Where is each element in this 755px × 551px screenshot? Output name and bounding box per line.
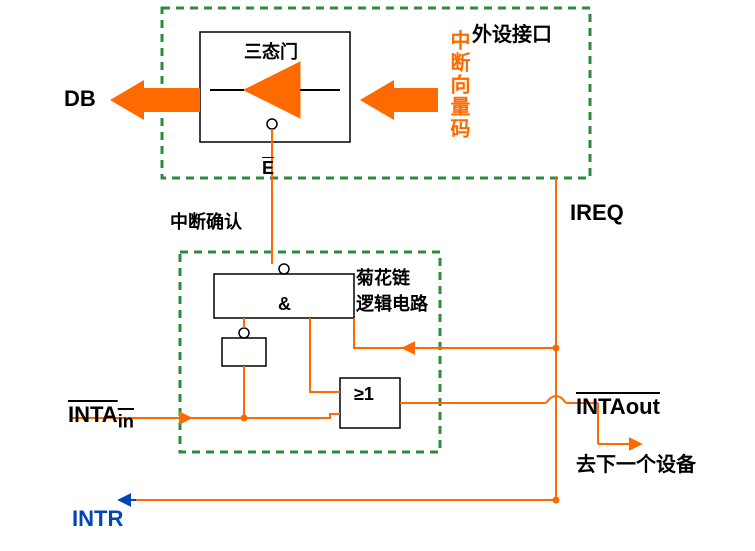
wire-intain-to-or — [190, 414, 340, 418]
label-e-enable: E — [262, 158, 274, 179]
label-int-vector-code: 中断向量码 — [444, 30, 473, 140]
label-db: DB — [64, 86, 96, 112]
junction-dot-0 — [241, 415, 248, 422]
label-and-symbol: & — [278, 294, 291, 315]
label-inta-in-prefix: INTA — [68, 402, 118, 427]
wire-and-to-or — [310, 318, 340, 392]
label-ireq: IREQ — [570, 200, 624, 226]
small-gate-box — [222, 338, 266, 366]
and-top-bubble — [279, 264, 289, 274]
db-arrow-icon — [110, 80, 200, 120]
wire-ireq-to-and — [354, 318, 404, 348]
label-intaout: INTAout — [576, 394, 660, 420]
label-next-device: 去下一个设备 — [576, 448, 696, 477]
label-tristate-gate: 三态门 — [244, 38, 298, 64]
small-top-bubble — [239, 328, 249, 338]
label-intr: INTR — [72, 506, 123, 532]
junction-dot-2 — [553, 497, 560, 504]
label-peripheral-interface: 外设接口 — [472, 18, 552, 47]
label-or-symbol: ≥1 — [354, 384, 374, 405]
label-int-ack: 中断确认 — [170, 208, 242, 234]
label-daisy-chain: 菊花链 逻辑电路 — [356, 264, 428, 316]
tri-enable-bubble — [267, 119, 277, 129]
label-inta-in-suffix: in — [118, 410, 134, 431]
vector-arrow-icon — [360, 80, 438, 120]
label-inta-in: INTAin — [68, 402, 134, 432]
junction-dot-1 — [553, 345, 560, 352]
